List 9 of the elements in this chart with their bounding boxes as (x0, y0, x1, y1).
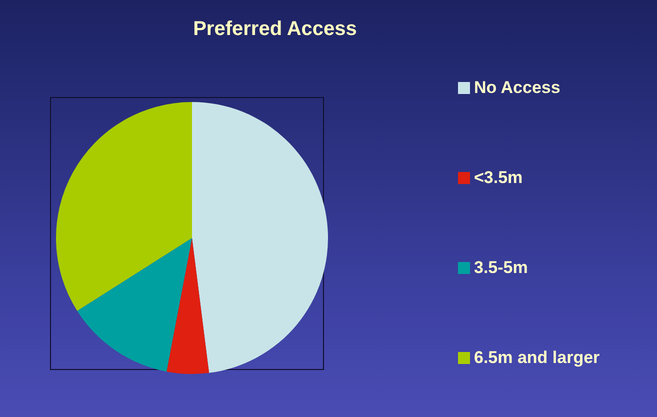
pie-slice (192, 102, 328, 373)
pie-slice (166, 238, 210, 374)
legend-label: No Access (474, 78, 560, 98)
pie-slice (56, 102, 192, 311)
chart-title: Preferred Access (192, 18, 358, 41)
pie-slice (77, 238, 192, 372)
legend-label: 3.5-5m (474, 258, 528, 278)
legend-label: 6.5m and larger (474, 348, 600, 368)
legend-label: <3.5m (474, 168, 523, 188)
